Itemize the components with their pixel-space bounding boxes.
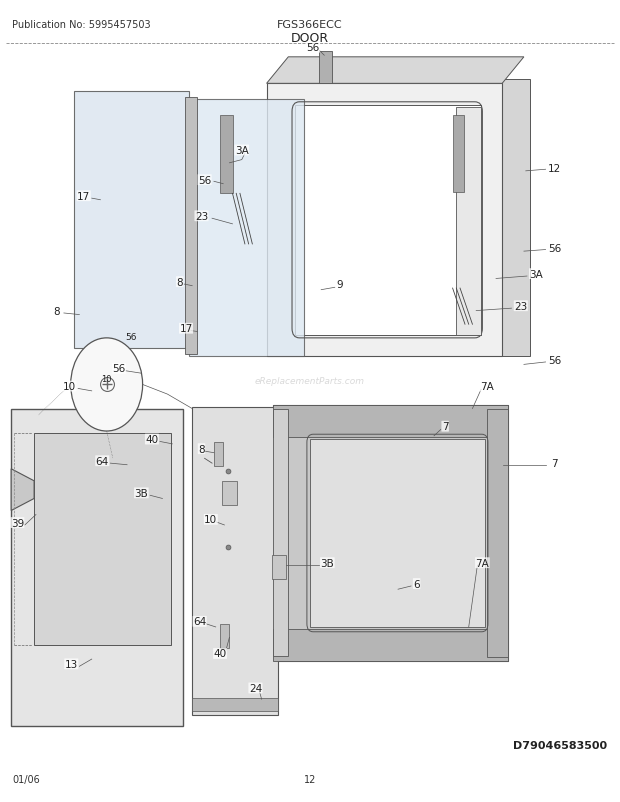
Text: 23: 23 [195, 212, 208, 221]
Text: 8: 8 [54, 306, 60, 316]
Text: 7A: 7A [480, 382, 494, 391]
Polygon shape [294, 106, 480, 335]
Polygon shape [11, 409, 183, 726]
Polygon shape [192, 698, 278, 711]
Text: 64: 64 [95, 456, 109, 466]
Polygon shape [220, 116, 232, 194]
Text: D79046583500: D79046583500 [513, 740, 608, 750]
Text: 40: 40 [213, 649, 227, 658]
Text: 56: 56 [112, 364, 126, 374]
Text: 7: 7 [552, 459, 558, 468]
Polygon shape [267, 84, 502, 357]
Polygon shape [273, 409, 288, 656]
Text: 56: 56 [548, 244, 562, 253]
Text: 39: 39 [11, 518, 24, 528]
Polygon shape [185, 98, 197, 354]
Text: 3A: 3A [235, 146, 249, 156]
Text: 10: 10 [204, 515, 218, 525]
Text: eReplacementParts.com: eReplacementParts.com [255, 376, 365, 386]
Polygon shape [310, 439, 485, 627]
Polygon shape [273, 630, 508, 662]
Polygon shape [214, 443, 223, 467]
Text: 3B: 3B [321, 558, 334, 568]
Polygon shape [189, 100, 304, 357]
Text: 64: 64 [193, 617, 206, 626]
Text: 10: 10 [63, 382, 76, 391]
Text: 56: 56 [198, 176, 211, 185]
Polygon shape [220, 624, 229, 648]
Text: Publication No: 5995457503: Publication No: 5995457503 [12, 20, 151, 30]
Polygon shape [192, 407, 278, 715]
Text: DOOR: DOOR [291, 32, 329, 45]
Polygon shape [34, 433, 170, 646]
Polygon shape [273, 405, 508, 437]
Text: 12: 12 [304, 775, 316, 784]
Polygon shape [319, 52, 332, 84]
Text: FGS366ECC: FGS366ECC [277, 20, 343, 30]
Polygon shape [487, 409, 508, 658]
Text: 8: 8 [198, 444, 205, 454]
Text: 7: 7 [442, 422, 448, 431]
Text: 3A: 3A [529, 269, 543, 279]
Text: 17: 17 [77, 192, 91, 201]
Text: 17: 17 [179, 324, 193, 334]
Polygon shape [222, 481, 237, 505]
Text: 3B: 3B [135, 488, 148, 498]
Text: 01/06: 01/06 [12, 775, 40, 784]
Text: 56: 56 [548, 356, 562, 366]
Text: 56: 56 [126, 332, 137, 342]
Text: 13: 13 [64, 659, 78, 669]
Polygon shape [11, 469, 34, 511]
Polygon shape [74, 92, 189, 349]
Polygon shape [267, 58, 524, 84]
Text: 40: 40 [145, 435, 159, 444]
Text: 23: 23 [514, 302, 528, 311]
Polygon shape [453, 116, 464, 192]
Text: 8: 8 [177, 277, 183, 287]
Text: 7A: 7A [476, 558, 489, 568]
Text: 12: 12 [548, 164, 562, 173]
Text: 10: 10 [102, 374, 112, 383]
Polygon shape [272, 555, 286, 579]
Polygon shape [456, 108, 480, 335]
Polygon shape [273, 405, 508, 662]
Text: 9: 9 [337, 280, 343, 290]
Text: 24: 24 [249, 683, 262, 693]
Circle shape [71, 338, 143, 431]
Text: 56: 56 [306, 43, 320, 53]
Polygon shape [502, 80, 530, 357]
Text: 6: 6 [414, 579, 420, 589]
